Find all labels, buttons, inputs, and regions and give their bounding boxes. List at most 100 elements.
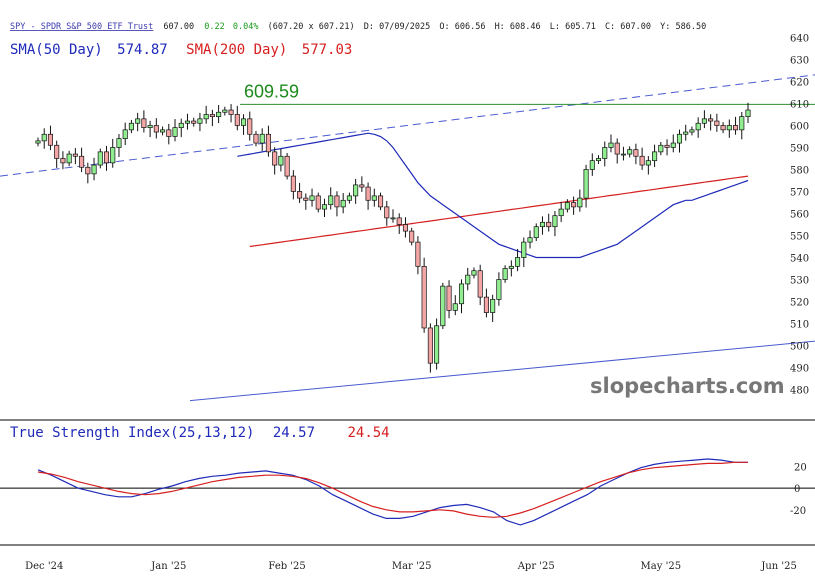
peak-label: 609.59	[244, 81, 299, 101]
price-tick-label: 480	[790, 386, 809, 397]
candle-body	[216, 111, 222, 117]
header-high: H: 608.46	[495, 22, 541, 32]
candle-body	[390, 217, 396, 220]
price-tick-label: 550	[790, 232, 809, 243]
candle	[353, 178, 359, 204]
candle	[415, 236, 421, 275]
candle-body	[359, 184, 365, 188]
upper-trendline	[0, 74, 815, 177]
candle-body	[658, 144, 664, 153]
candle	[589, 153, 595, 176]
sma-legend: SMA(50 Day) 574.87 SMA(200 Day) 577.03	[10, 42, 352, 58]
candle-body	[608, 142, 614, 148]
candle-body	[135, 118, 141, 124]
candle	[284, 152, 290, 180]
candle	[79, 147, 85, 173]
candles	[35, 102, 751, 373]
candle	[128, 119, 134, 134]
candle	[172, 119, 178, 142]
candle	[739, 112, 745, 140]
candle	[259, 128, 265, 151]
candle	[166, 123, 172, 145]
sma50-path	[237, 132, 749, 259]
candle	[234, 105, 240, 131]
candle-body	[527, 237, 533, 243]
candle-body	[228, 109, 234, 115]
candle	[303, 193, 309, 210]
candle	[633, 143, 639, 165]
candle-body	[197, 118, 203, 124]
candle	[384, 200, 390, 226]
candle	[253, 130, 259, 147]
candle-body	[321, 204, 328, 210]
x-tick-label: Feb '25	[268, 561, 305, 572]
price-tick-label: 630	[790, 55, 809, 66]
tsi-tick-label: 0	[794, 484, 800, 495]
x-tick-label: Apr '25	[517, 561, 555, 572]
candle	[228, 104, 234, 123]
peak-line-group: 609.59	[240, 81, 815, 105]
candle	[47, 125, 53, 151]
header-open: O: 606.56	[439, 22, 485, 32]
candle-body	[272, 151, 278, 166]
candle	[458, 279, 465, 314]
trend-lines	[0, 74, 815, 402]
candle-body	[434, 325, 440, 364]
candle-body	[290, 175, 296, 192]
candle	[502, 265, 508, 283]
candle	[533, 223, 539, 242]
candle-body	[458, 283, 465, 305]
candle-body	[627, 149, 633, 155]
candle-body	[103, 151, 110, 164]
candle-body	[515, 257, 521, 267]
price-axis: 480 490 500 510 520 530 540 550 560 570 580 590 600 6…	[790, 33, 809, 396]
candle-body	[521, 241, 527, 258]
candle	[745, 102, 751, 124]
price-tick-label: 600	[790, 121, 809, 132]
candle	[147, 120, 153, 138]
candle	[247, 111, 253, 141]
candle-body	[160, 129, 166, 133]
candle-body	[309, 195, 315, 201]
candle	[726, 119, 732, 138]
watermark: slopecharts.com	[590, 374, 785, 398]
candle-body	[440, 285, 446, 327]
candle	[695, 117, 701, 138]
candle	[390, 209, 396, 223]
header-y: Y: 586.50	[660, 22, 706, 32]
candle	[733, 116, 739, 135]
candle-body	[334, 195, 340, 208]
candle	[378, 192, 384, 211]
candle-body	[739, 116, 745, 131]
candle-body	[689, 129, 695, 133]
candle	[577, 189, 583, 212]
candle-body	[733, 125, 739, 131]
candle	[546, 213, 552, 232]
candle	[527, 230, 533, 249]
candle-body	[85, 166, 91, 175]
x-axis: Dec '24 Jan '25 Feb '25 Mar '25 Apr '25 May '…	[25, 561, 797, 572]
candle-body	[714, 120, 720, 126]
candle	[446, 280, 452, 319]
candle	[639, 147, 645, 170]
candle-body	[695, 122, 701, 131]
candle	[440, 282, 446, 330]
tsi-value1: 24.57	[273, 425, 315, 441]
tsi-series-2	[37, 461, 748, 518]
candle-body	[234, 114, 240, 126]
candle-body	[633, 149, 639, 157]
header-symbol[interactable]: SPY - SPDR S&P 500 ETF Trust	[10, 22, 153, 32]
candle-body	[502, 268, 508, 280]
candle	[191, 117, 197, 127]
candle-body	[471, 270, 477, 276]
candle-body	[72, 153, 78, 157]
candle-body	[166, 129, 172, 137]
candle	[602, 141, 608, 167]
candle-body	[415, 241, 421, 267]
candle-body	[496, 279, 502, 300]
candle	[508, 260, 514, 277]
candle-body	[353, 184, 359, 197]
candle-body	[571, 202, 577, 208]
candle-body	[409, 230, 415, 243]
candle	[160, 126, 166, 136]
